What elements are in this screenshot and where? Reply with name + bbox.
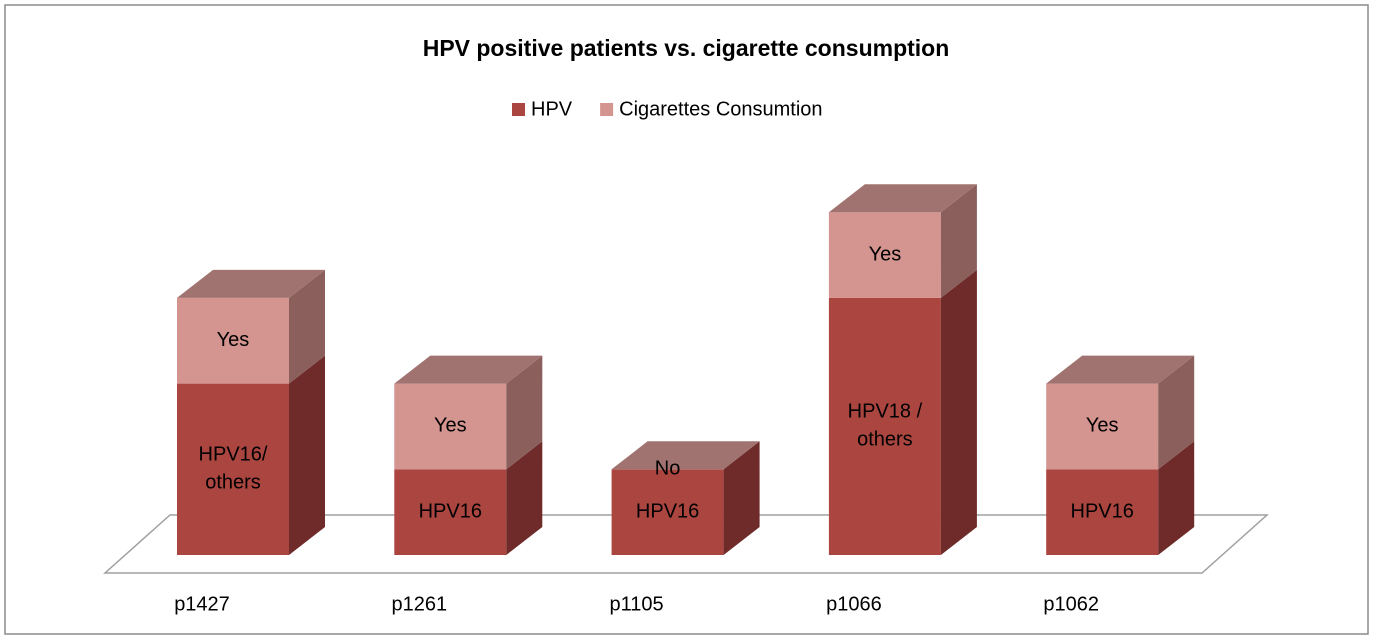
legend-label: HPV <box>531 98 573 120</box>
bar-side <box>506 441 543 555</box>
bar-side <box>289 355 325 555</box>
data-label: others <box>857 429 913 451</box>
x-tick-label: p1062 <box>1043 593 1099 615</box>
legend-label: Cigarettes Consumtion <box>619 98 822 120</box>
legend-swatch <box>512 103 525 116</box>
bar-side <box>1158 441 1195 555</box>
chart-title: HPV positive patients vs. cigarette cons… <box>423 35 950 61</box>
bar-front <box>1046 469 1159 555</box>
bar-top <box>177 269 325 298</box>
bar-segment <box>828 269 977 555</box>
bar-side <box>940 269 977 555</box>
bar-side <box>1158 355 1195 470</box>
data-label: Yes <box>217 329 250 351</box>
floor <box>103 514 1269 574</box>
bar-segment <box>177 269 325 384</box>
bar-side <box>506 355 543 470</box>
bar-front <box>828 297 941 555</box>
bar-segment <box>177 355 325 555</box>
bar-side <box>940 184 977 298</box>
data-label: No <box>655 458 681 480</box>
x-tick-label: p1427 <box>174 593 230 615</box>
bar-side <box>289 269 325 384</box>
data-label: Yes <box>434 415 467 437</box>
legend-swatch <box>600 103 614 116</box>
x-tick-label: p1105 <box>610 593 664 615</box>
bar-front <box>394 469 507 555</box>
bar-top <box>394 355 543 384</box>
bar-front <box>828 212 941 298</box>
data-label: HPV16/ <box>199 444 268 466</box>
bar-front <box>394 383 507 470</box>
bar-segment <box>828 184 977 298</box>
bar-front <box>1046 383 1159 470</box>
bar-front <box>177 383 289 555</box>
bar-front <box>611 469 724 555</box>
data-label: Yes <box>869 243 902 265</box>
bar-side <box>723 441 760 555</box>
data-label: HPV18 / <box>848 401 923 423</box>
data-label: HPV16 <box>1071 500 1134 522</box>
data-label: HPV16 <box>419 500 482 522</box>
data-label: HPV16 <box>636 500 699 522</box>
bar-top <box>611 441 760 470</box>
bar-segment <box>394 355 543 470</box>
bar-top <box>828 184 977 213</box>
bar-segment <box>394 441 543 555</box>
bar-front <box>177 297 289 384</box>
bar-segment <box>611 441 760 555</box>
data-label: others <box>205 472 261 494</box>
bar-segment <box>611 441 760 470</box>
bar-segment <box>1046 441 1195 555</box>
x-tick-label: p1261 <box>391 593 447 615</box>
data-label: Yes <box>1086 415 1119 437</box>
bar-top <box>1046 355 1195 384</box>
x-tick-label: p1066 <box>826 593 882 615</box>
bar-segment <box>1046 355 1195 470</box>
